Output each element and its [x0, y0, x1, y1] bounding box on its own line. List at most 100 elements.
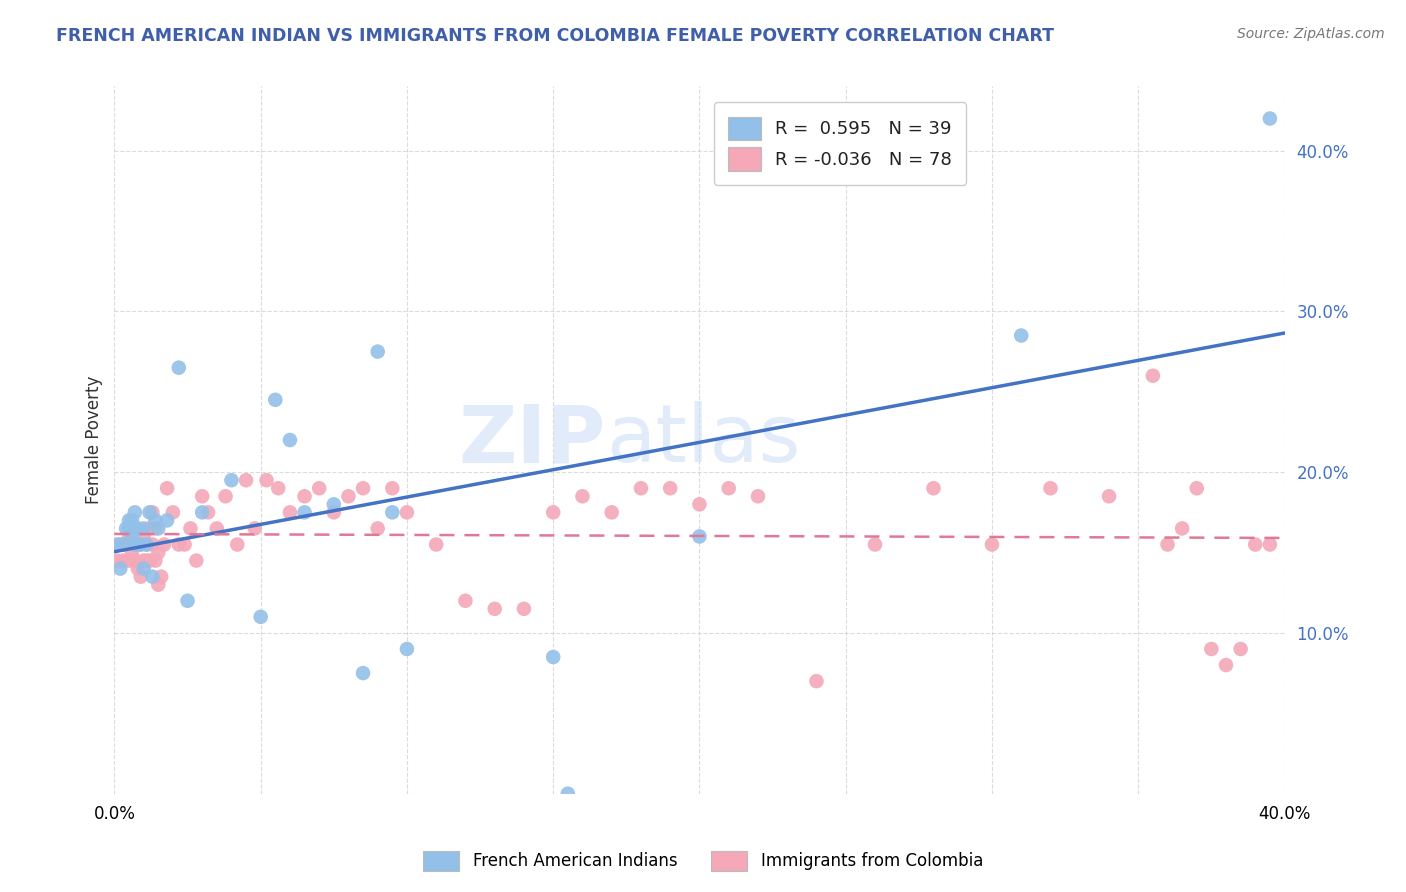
Point — [717, 481, 740, 495]
Point — [688, 497, 710, 511]
Point — [129, 537, 152, 551]
Point — [115, 521, 138, 535]
Point — [127, 521, 149, 535]
Point — [395, 642, 418, 657]
Point — [352, 666, 374, 681]
Point — [153, 537, 176, 551]
Point — [141, 505, 163, 519]
Point — [118, 513, 141, 527]
Point — [1215, 658, 1237, 673]
Point — [381, 481, 404, 495]
Point — [205, 521, 228, 535]
Point — [112, 553, 135, 567]
Point — [294, 489, 316, 503]
Point — [121, 529, 143, 543]
Point — [124, 505, 146, 519]
Point — [138, 521, 160, 535]
Point — [162, 505, 184, 519]
Point — [381, 505, 404, 519]
Point — [1229, 642, 1251, 657]
Point — [352, 481, 374, 495]
Point — [278, 433, 301, 447]
Point — [127, 561, 149, 575]
Point — [129, 569, 152, 583]
Point — [395, 505, 418, 519]
Point — [141, 537, 163, 551]
Point — [235, 473, 257, 487]
Point — [1010, 328, 1032, 343]
Point — [135, 537, 157, 551]
Point — [1098, 489, 1121, 503]
Point — [141, 569, 163, 583]
Point — [249, 610, 271, 624]
Point — [150, 569, 173, 583]
Point — [322, 505, 344, 519]
Point — [148, 545, 170, 559]
Point — [484, 602, 506, 616]
Point — [337, 489, 360, 503]
Point — [132, 521, 155, 535]
Point — [135, 537, 157, 551]
Point — [148, 521, 170, 535]
Point — [1171, 521, 1194, 535]
Point — [747, 489, 769, 503]
Point — [806, 674, 828, 689]
Point — [105, 553, 128, 567]
Point — [278, 505, 301, 519]
Point — [256, 473, 278, 487]
Point — [1039, 481, 1062, 495]
Point — [513, 602, 536, 616]
Point — [214, 489, 236, 503]
Point — [1201, 642, 1223, 657]
Point — [454, 594, 477, 608]
Point — [1156, 537, 1178, 551]
Point — [167, 360, 190, 375]
Point — [630, 481, 652, 495]
Point — [1258, 537, 1281, 551]
Point — [110, 561, 132, 575]
Point — [367, 521, 389, 535]
Point — [863, 537, 886, 551]
Point — [112, 537, 135, 551]
Point — [132, 529, 155, 543]
Point — [264, 392, 287, 407]
Point — [659, 481, 682, 495]
Point — [541, 650, 564, 665]
Point — [138, 505, 160, 519]
Point — [425, 537, 447, 551]
Point — [541, 505, 564, 519]
Text: Source: ZipAtlas.com: Source: ZipAtlas.com — [1237, 27, 1385, 41]
Legend: R =  0.595   N = 39, R = -0.036   N = 78: R = 0.595 N = 39, R = -0.036 N = 78 — [714, 103, 966, 185]
Point — [981, 537, 1004, 551]
Point — [124, 537, 146, 551]
Point — [176, 594, 198, 608]
Point — [688, 529, 710, 543]
Legend: French American Indians, Immigrants from Colombia: French American Indians, Immigrants from… — [415, 842, 991, 880]
Point — [121, 513, 143, 527]
Point — [124, 537, 146, 551]
Point — [115, 537, 138, 551]
Point — [197, 505, 219, 519]
Point — [132, 553, 155, 567]
Point — [124, 553, 146, 567]
Point — [173, 537, 195, 551]
Point — [221, 473, 243, 487]
Point — [243, 521, 266, 535]
Y-axis label: Female Poverty: Female Poverty — [86, 376, 103, 504]
Point — [191, 505, 214, 519]
Point — [294, 505, 316, 519]
Point — [121, 545, 143, 559]
Point — [922, 481, 945, 495]
Point — [118, 529, 141, 543]
Point — [110, 537, 132, 551]
Point — [156, 513, 179, 527]
Point — [129, 537, 152, 551]
Point — [145, 521, 167, 535]
Point — [167, 537, 190, 551]
Point — [156, 481, 179, 495]
Point — [191, 489, 214, 503]
Point — [135, 553, 157, 567]
Point — [226, 537, 249, 551]
Point — [1258, 112, 1281, 126]
Text: FRENCH AMERICAN INDIAN VS IMMIGRANTS FROM COLOMBIA FEMALE POVERTY CORRELATION CH: FRENCH AMERICAN INDIAN VS IMMIGRANTS FRO… — [56, 27, 1054, 45]
